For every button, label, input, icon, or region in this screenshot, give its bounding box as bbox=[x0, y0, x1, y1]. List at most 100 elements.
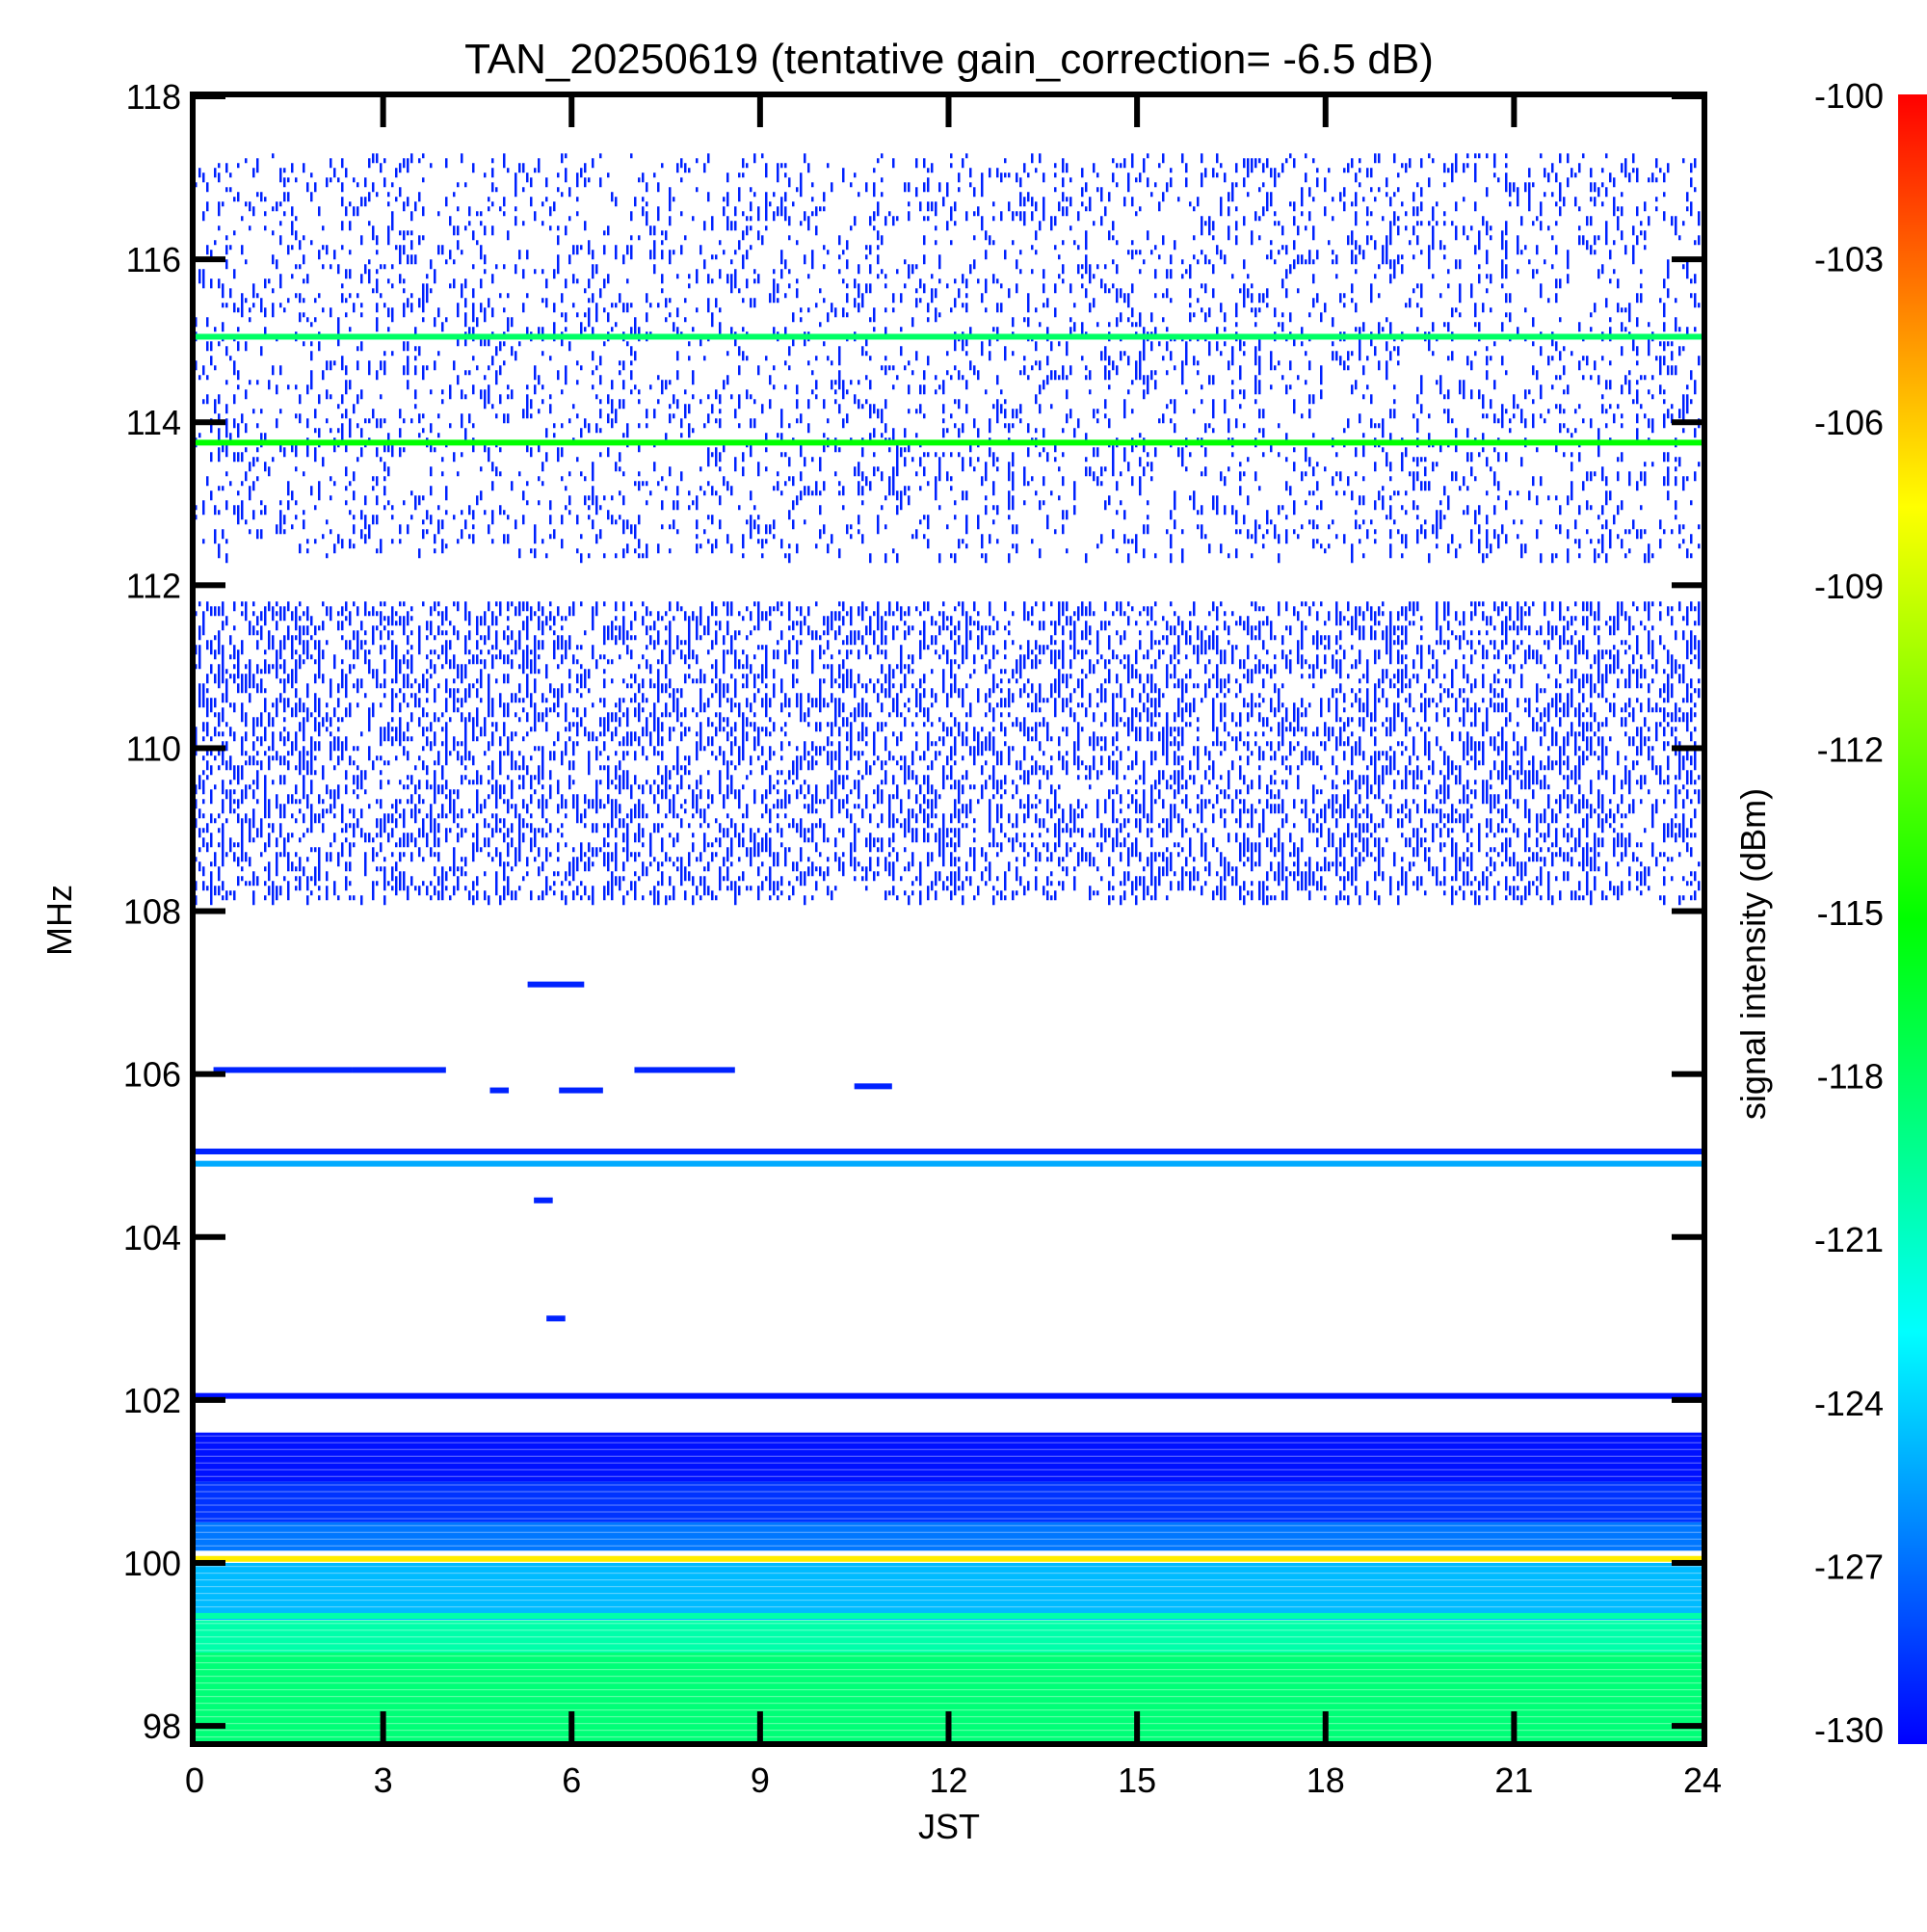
heatmap-band-stripe bbox=[195, 1565, 1703, 1568]
colorbar-tick-label: -130 bbox=[1814, 1710, 1884, 1750]
heatmap-band-stripe bbox=[195, 1504, 1703, 1506]
y-tick-label: 114 bbox=[126, 403, 181, 442]
tick-layer: 0 3 6 9 12 15 18 21 24 98 100 102 104 106 108 110 112 114… bbox=[123, 77, 1722, 1800]
heatmap-band-6 bbox=[195, 1481, 1703, 1522]
y-tick-mark bbox=[193, 582, 225, 589]
y-tick-mark bbox=[1672, 1233, 1704, 1240]
heatmap-band-stripe bbox=[195, 1475, 1703, 1477]
heatmap-band-stripe bbox=[195, 1654, 1703, 1657]
y-tick-label: 108 bbox=[123, 892, 181, 932]
heatmap-band-stripe bbox=[195, 1661, 1703, 1664]
y-tick-mark bbox=[193, 1723, 225, 1730]
heatmap-band-4 bbox=[195, 1562, 1703, 1621]
y-tick-mark bbox=[1672, 582, 1704, 589]
colorbar-tick-label: -103 bbox=[1814, 240, 1884, 279]
y-tick-mark bbox=[1672, 1396, 1704, 1403]
carrier-line-3 bbox=[195, 1160, 1703, 1167]
heatmap-band-stripe bbox=[195, 1668, 1703, 1671]
colorbar-label: signal intensity (dBm) bbox=[1733, 788, 1773, 1120]
heatmap-band-stripe bbox=[195, 1695, 1703, 1698]
y-tick-mark bbox=[193, 908, 225, 914]
heatmap-band-stripe bbox=[195, 1531, 1703, 1533]
plot-area bbox=[195, 96, 1703, 1742]
heatmap-band-stripe bbox=[195, 1462, 1703, 1464]
carrier-line-5 bbox=[195, 1555, 1703, 1562]
x-tick-mark bbox=[1134, 1711, 1141, 1744]
carrier-line-6 bbox=[195, 1612, 1703, 1619]
y-tick-mark bbox=[193, 1071, 225, 1077]
heatmap-band-3 bbox=[195, 1620, 1703, 1653]
y-tick-label: 106 bbox=[123, 1055, 181, 1095]
heatmap-band-stripe bbox=[195, 1599, 1703, 1601]
heatmap-band-5 bbox=[195, 1522, 1703, 1551]
heatmap-band-stripe bbox=[195, 1538, 1703, 1540]
carrier-line-0 bbox=[195, 333, 1703, 340]
y-tick-mark bbox=[193, 1559, 225, 1566]
colorbar-tick-label: -115 bbox=[1817, 893, 1884, 933]
colorbar-tick-label: -121 bbox=[1814, 1220, 1884, 1259]
heatmap-band-stripe bbox=[195, 1572, 1703, 1575]
heatmap-band-stripe bbox=[195, 1435, 1703, 1437]
plot-frame bbox=[190, 92, 1707, 1747]
y-tick-mark bbox=[1672, 256, 1704, 263]
colorbar-tick-label: -112 bbox=[1817, 729, 1884, 769]
heatmap-band-stripe bbox=[195, 1643, 1703, 1645]
x-tick-mark bbox=[568, 94, 575, 127]
x-axis-label: JST bbox=[918, 1807, 980, 1846]
x-tick-mark bbox=[1322, 94, 1329, 127]
colorbar-tick-label: -118 bbox=[1817, 1057, 1884, 1097]
y-tick-label: 104 bbox=[123, 1218, 181, 1257]
carrier-line-2 bbox=[195, 1148, 1703, 1154]
signal-patch-4 bbox=[213, 1067, 353, 1073]
heatmap-band-stripe bbox=[195, 1518, 1703, 1520]
x-tick-mark bbox=[1511, 1711, 1518, 1744]
heatmap-band-stripe bbox=[195, 1491, 1703, 1493]
y-tick-label: 116 bbox=[126, 240, 181, 279]
x-tick-mark bbox=[945, 1711, 952, 1744]
patch-layer bbox=[213, 981, 892, 1322]
x-tick-mark bbox=[1322, 1711, 1329, 1744]
colorbar-tick-label: -127 bbox=[1814, 1547, 1884, 1586]
colorbar-tick-label: -100 bbox=[1814, 76, 1884, 116]
x-tick-mark bbox=[380, 1711, 386, 1744]
y-tick-mark bbox=[193, 1233, 225, 1240]
heatmap-band-stripe bbox=[195, 1702, 1703, 1705]
heatmap-band-7 bbox=[195, 1432, 1703, 1482]
heatmap-noise-1 bbox=[195, 601, 1701, 906]
colorbar bbox=[1898, 94, 1927, 1744]
y-tick-mark bbox=[193, 745, 225, 752]
y-tick-label: 102 bbox=[123, 1381, 181, 1420]
signal-patch-3 bbox=[352, 1067, 446, 1073]
y-axis-label: MHz bbox=[40, 885, 79, 956]
carrier-line-1 bbox=[195, 439, 1703, 446]
x-tick-mark bbox=[756, 1711, 763, 1744]
signal-patch-2 bbox=[559, 1087, 603, 1094]
heatmap-band-stripe bbox=[195, 1442, 1703, 1443]
y-tick-mark bbox=[193, 256, 225, 263]
colorbar-ticks: -100 -103 -106 -109 -112 -115 -118 -121 -124 -127… bbox=[1814, 76, 1884, 1750]
y-tick-label: 110 bbox=[126, 728, 181, 768]
band-layer bbox=[195, 1432, 1703, 1742]
heatmap-band-stripe bbox=[195, 1455, 1703, 1457]
signal-patch-8 bbox=[546, 1315, 566, 1322]
colorbar-tick-label: -124 bbox=[1814, 1384, 1884, 1423]
y-tick-mark bbox=[1672, 745, 1704, 752]
heatmap-band-stripe bbox=[195, 1629, 1703, 1631]
x-tick-label: 6 bbox=[562, 1760, 581, 1800]
y-tick-mark bbox=[1672, 1723, 1704, 1730]
heatmap-band-stripe bbox=[195, 1497, 1703, 1499]
x-tick-label: 18 bbox=[1307, 1760, 1345, 1800]
heatmap-band-stripe bbox=[195, 1619, 1703, 1622]
heatmap-band-stripe bbox=[195, 1623, 1703, 1625]
x-tick-label: 24 bbox=[1683, 1760, 1722, 1800]
heatmap-band-stripe bbox=[195, 1592, 1703, 1595]
x-tick-label: 9 bbox=[751, 1760, 770, 1800]
y-tick-mark bbox=[1672, 1559, 1704, 1566]
x-tick-label: 0 bbox=[185, 1760, 204, 1800]
heatmap-band-stripe bbox=[195, 1605, 1703, 1608]
heatmap-band-stripe bbox=[195, 1545, 1703, 1547]
x-tick-label: 15 bbox=[1118, 1760, 1156, 1800]
y-tick-mark bbox=[1672, 419, 1704, 426]
colorbar-tick-label: -106 bbox=[1814, 403, 1884, 442]
